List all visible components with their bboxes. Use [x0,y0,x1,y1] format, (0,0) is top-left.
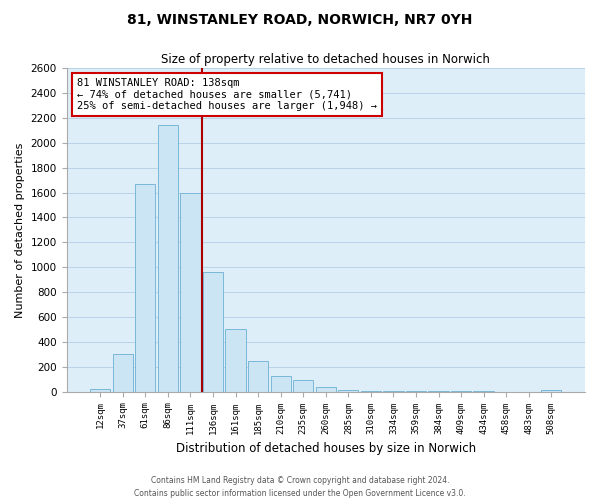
Bar [293,380,313,392]
Title: Size of property relative to detached houses in Norwich: Size of property relative to detached ho… [161,52,490,66]
Bar [181,192,200,392]
Bar [316,386,336,392]
Bar [383,391,404,392]
Bar [158,126,178,392]
Text: 81, WINSTANLEY ROAD, NORWICH, NR7 0YH: 81, WINSTANLEY ROAD, NORWICH, NR7 0YH [127,12,473,26]
Bar [113,354,133,392]
Bar [541,390,562,392]
Bar [338,390,358,392]
Bar [361,390,381,392]
Bar [135,184,155,392]
X-axis label: Distribution of detached houses by size in Norwich: Distribution of detached houses by size … [176,442,476,455]
Bar [271,376,291,392]
Y-axis label: Number of detached properties: Number of detached properties [15,142,25,318]
Bar [203,272,223,392]
Bar [90,389,110,392]
Text: Contains HM Land Registry data © Crown copyright and database right 2024.
Contai: Contains HM Land Registry data © Crown c… [134,476,466,498]
Bar [248,360,268,392]
Bar [226,329,246,392]
Text: 81 WINSTANLEY ROAD: 138sqm
← 74% of detached houses are smaller (5,741)
25% of s: 81 WINSTANLEY ROAD: 138sqm ← 74% of deta… [77,78,377,111]
